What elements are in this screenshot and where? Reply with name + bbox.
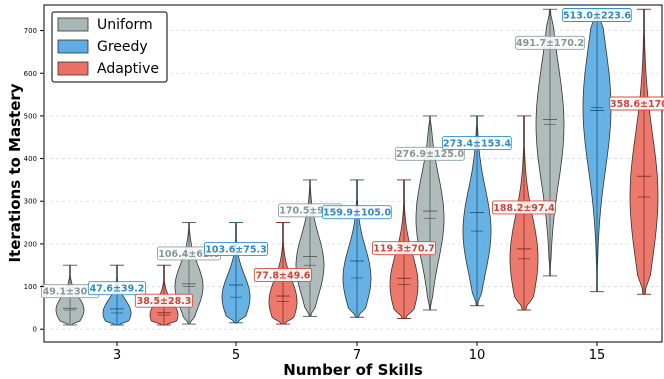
legend-swatch xyxy=(57,39,89,54)
data-label-box xyxy=(442,136,512,151)
y-tick-label: 300 xyxy=(24,198,37,206)
data-label-box xyxy=(134,293,194,308)
legend-label: Greedy xyxy=(97,39,148,55)
data-label-box xyxy=(372,241,436,256)
data-label-greedy: 103.6±75.3 xyxy=(205,244,266,255)
data-label-box xyxy=(253,267,313,282)
data-label-greedy: 273.4±153.4 xyxy=(443,139,511,150)
data-label-adaptive: 119.3±70.7 xyxy=(373,244,434,255)
data-label-adaptive: 77.8±49.6 xyxy=(256,270,311,281)
legend-swatch xyxy=(57,61,89,76)
data-label-box xyxy=(87,281,147,296)
data-label-box xyxy=(562,8,632,22)
data-label-box xyxy=(204,241,268,256)
data-label-uniform: 49.1±30.5 xyxy=(43,287,98,298)
data-label-greedy: 47.6±39.2 xyxy=(90,284,145,295)
data-label-box xyxy=(515,35,585,50)
legend-label: Uniform xyxy=(97,17,153,33)
x-tick-label: 7 xyxy=(353,348,361,363)
data-label-adaptive: 188.2±97.4 xyxy=(493,203,555,214)
legend-swatch xyxy=(57,17,89,32)
data-label-box xyxy=(395,146,465,161)
y-tick-label: 600 xyxy=(24,70,37,78)
data-label-box xyxy=(609,96,664,111)
axis-layer: 0 100 200 300 400 500 600 700 3 5 7 10 15 xyxy=(24,27,606,363)
x-axis-title: Number of Skills xyxy=(283,361,423,379)
data-label-uniform: 491.7±170.2 xyxy=(516,38,584,49)
x-tick-label: 10 xyxy=(469,348,486,363)
data-label-uniform: 170.5±98.8 xyxy=(279,206,341,217)
y-tick-label: 500 xyxy=(24,112,37,120)
y-tick-label: 100 xyxy=(24,283,37,291)
data-label-uniform: 276.9±125.0 xyxy=(396,149,464,160)
y-tick-label: 400 xyxy=(24,155,37,163)
y-axis-title: Iterations to Mastery xyxy=(6,83,24,262)
data-label-box xyxy=(322,205,392,220)
data-label-adaptive: 358.6±170.6 xyxy=(610,99,664,110)
y-tick-label: 700 xyxy=(24,27,37,35)
data-label-greedy: 513.0±223.6 xyxy=(563,10,631,21)
legend-label: Adaptive xyxy=(97,61,159,77)
data-label-box xyxy=(492,200,556,215)
y-tick-label: 200 xyxy=(24,240,37,248)
plot-frame xyxy=(43,4,663,343)
x-tick-label: 15 xyxy=(589,348,606,363)
legend: Uniform Greedy Adaptive xyxy=(51,11,168,83)
data-label-uniform: 106.4±62.0 xyxy=(158,249,220,260)
data-label-greedy: 159.9±105.0 xyxy=(323,208,391,219)
y-tick-label: 0 xyxy=(33,326,37,334)
x-tick-label: 3 xyxy=(113,348,121,363)
x-tick-label: 5 xyxy=(232,348,240,363)
data-label-adaptive: 38.5±28.3 xyxy=(137,296,192,307)
data-label-layer: 49.1±30.5 106.4±62.0 170.5±98.8 276.9±125.0… xyxy=(40,8,664,308)
